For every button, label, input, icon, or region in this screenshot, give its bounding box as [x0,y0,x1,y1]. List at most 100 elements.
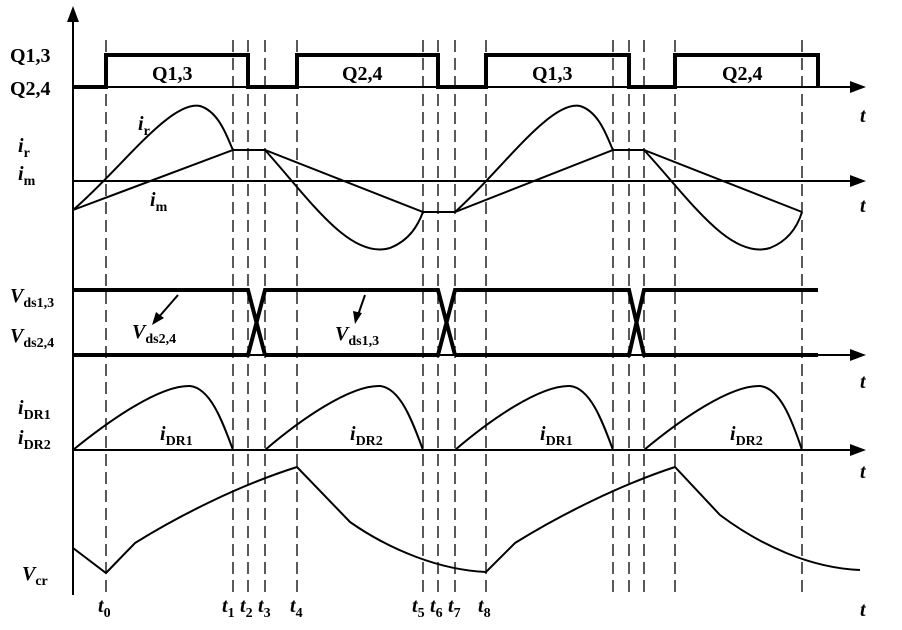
axis-arrow [850,81,866,93]
symbol: t [290,595,297,617]
subscript: DR1 [546,434,573,449]
symbol: t [98,595,105,617]
ir-wave [72,104,803,251]
signal-label: ir [18,135,30,161]
symbol: i [138,113,144,135]
symbol: i [18,397,24,419]
signal-label: iDR1 [540,423,573,449]
symbol: V [335,323,350,345]
symbol: i [160,423,166,445]
time-label: t3 [258,595,271,621]
gate-label: Q2,4 [342,63,383,85]
subscript: 3 [264,606,271,621]
time-axis-label: t [860,461,867,483]
axis-arrow [850,444,866,456]
subscript: 0 [104,606,111,621]
axis-arrow [850,349,866,361]
subscript: r [144,124,150,139]
pointer-head [353,311,362,324]
signal-label: iDR2 [730,423,763,449]
row-label: Q1,3 [10,45,51,67]
subscript: ds2,4 [145,332,176,347]
signal-label: im [18,163,36,189]
subscript: 8 [484,606,491,621]
symbol: V [10,325,25,347]
subscript: 4 [296,606,303,621]
time-axis-label: t [860,195,867,217]
time-label: t0 [98,595,111,621]
symbol: t [478,595,485,617]
subscript: 2 [246,606,253,621]
subscript: 5 [418,606,425,621]
symbol: i [350,423,356,445]
horizontal-axes [73,81,866,456]
gate-label: Q1,3 [152,63,193,85]
signal-label: im [150,189,168,215]
signal-label: iDR1 [160,423,193,449]
symbol: V [132,321,147,343]
dashed-markers [105,40,803,595]
signal-label: Vds2,4 [132,321,176,347]
pointer [157,294,179,319]
axis-arrow [850,175,866,187]
symbol: i [18,135,24,157]
time-label: t8 [478,595,491,621]
subscript: ds1,3 [23,296,54,311]
pointer [357,294,366,316]
time-labels: t0 t1 t2 t3 t4 t5 t6 t7 t8 [98,595,491,621]
symbol: t [258,595,265,617]
subscript: 7 [454,606,461,621]
signal-label: Vcr [22,563,48,589]
signal-label: Vds1,3 [335,323,379,349]
time-axis-label: t [860,371,867,393]
subscript: DR2 [736,434,763,449]
time-label: t2 [240,595,253,621]
subscript: cr [35,574,47,589]
vds-wave [73,288,818,357]
signal-label: ir [138,113,150,139]
time-label: t7 [448,595,461,621]
idr-wave [72,384,803,451]
time-axis-label: t [860,599,867,621]
symbol: V [10,285,25,307]
time-label: t6 [430,595,443,621]
signal-label: iDR2 [350,423,383,449]
symbol: t [412,595,419,617]
subscript: m [156,200,168,215]
signal-label: iDR1 [18,397,51,423]
gate-label: Q2,4 [722,63,763,85]
signal-label: iDR2 [18,427,51,453]
symbol: i [540,423,546,445]
time-label: t5 [412,595,425,621]
row-label: Q2,4 [10,78,51,100]
subscript: 1 [228,606,235,621]
vcr-wave [72,465,861,575]
symbol: t [448,595,455,617]
subscript: ds1,3 [348,334,379,349]
time-label: t1 [222,595,235,621]
subscript: r [24,146,30,161]
subscript: m [24,174,36,189]
time-axis-label: t [860,105,867,127]
symbol: t [240,595,247,617]
subscript: 6 [436,606,443,621]
subscript: DR2 [24,438,51,453]
symbol: i [150,189,156,211]
symbol: V [22,563,37,585]
symbol: i [730,423,736,445]
subscript: DR1 [24,408,51,423]
gate-signal [73,53,820,89]
symbol: t [430,595,437,617]
subscript: DR2 [356,434,383,449]
pointer-head [152,312,164,325]
axis-arrow [67,6,79,22]
gate-label: Q1,3 [532,63,573,85]
symbol: i [18,163,24,185]
symbol: i [18,427,24,449]
signal-label: Vds1,3 [10,285,54,311]
subscript: DR1 [166,434,193,449]
subscript: ds2,4 [23,336,54,351]
symbol: t [222,595,229,617]
